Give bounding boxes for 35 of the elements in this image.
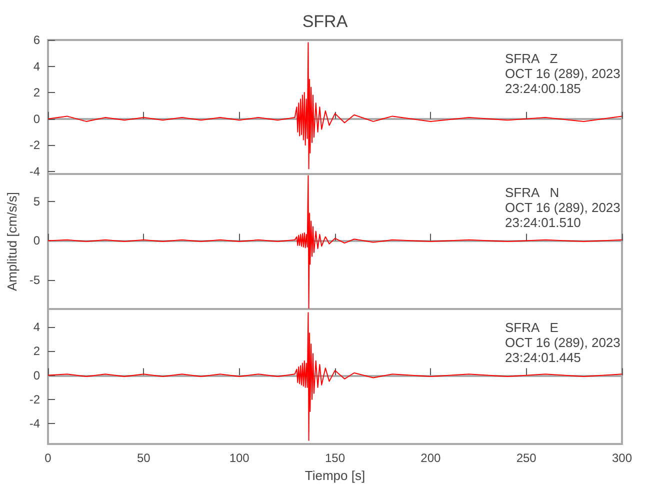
y-tick-label: 0 bbox=[33, 112, 40, 126]
y-tick-label: 0 bbox=[33, 234, 40, 248]
annotation: 23:24:00.185 bbox=[505, 81, 581, 96]
chart-title: SFRA bbox=[302, 12, 348, 31]
y-tick-label: 4 bbox=[33, 320, 40, 334]
x-tick-label: 150 bbox=[324, 451, 346, 465]
annotation: OCT 16 (289), 2023 bbox=[505, 335, 620, 350]
annotation: 23:24:01.445 bbox=[505, 350, 581, 365]
x-tick-label: 100 bbox=[229, 451, 250, 465]
y-tick-label: 6 bbox=[33, 33, 40, 47]
x-tick-label: 300 bbox=[612, 451, 632, 465]
annotation: OCT 16 (289), 2023 bbox=[505, 200, 620, 215]
x-tick-label: 50 bbox=[136, 451, 151, 465]
y-tick-label: 2 bbox=[33, 344, 40, 358]
y-axis-title: Amplitud [cm/s/s] bbox=[4, 192, 20, 291]
y-tick-label: -4 bbox=[29, 164, 40, 178]
y-tick-label: 0 bbox=[33, 368, 40, 382]
y-tick-label: 4 bbox=[33, 59, 40, 74]
x-tick-label: 0 bbox=[44, 451, 52, 465]
annotation: SFRA N bbox=[505, 185, 560, 200]
y-tick-label: -2 bbox=[29, 138, 40, 152]
y-tick-label: 5 bbox=[33, 194, 40, 208]
x-tick-label: 250 bbox=[516, 451, 537, 465]
y-tick-label: -5 bbox=[29, 272, 40, 287]
line-series bbox=[48, 42, 622, 170]
annotation: 23:24:01.510 bbox=[505, 215, 581, 230]
y-tick-label: -2 bbox=[29, 392, 40, 406]
y-tick-label: -4 bbox=[29, 416, 40, 431]
annotation: OCT 16 (289), 2023 bbox=[505, 66, 620, 81]
y-tick-label: 2 bbox=[33, 86, 40, 100]
line-series bbox=[48, 312, 622, 441]
annotation: SFRA E bbox=[505, 320, 559, 335]
annotation: SFRA Z bbox=[505, 51, 558, 66]
x-tick-label: 200 bbox=[420, 451, 441, 465]
x-axis-title: Tiempo [s] bbox=[304, 468, 366, 483]
